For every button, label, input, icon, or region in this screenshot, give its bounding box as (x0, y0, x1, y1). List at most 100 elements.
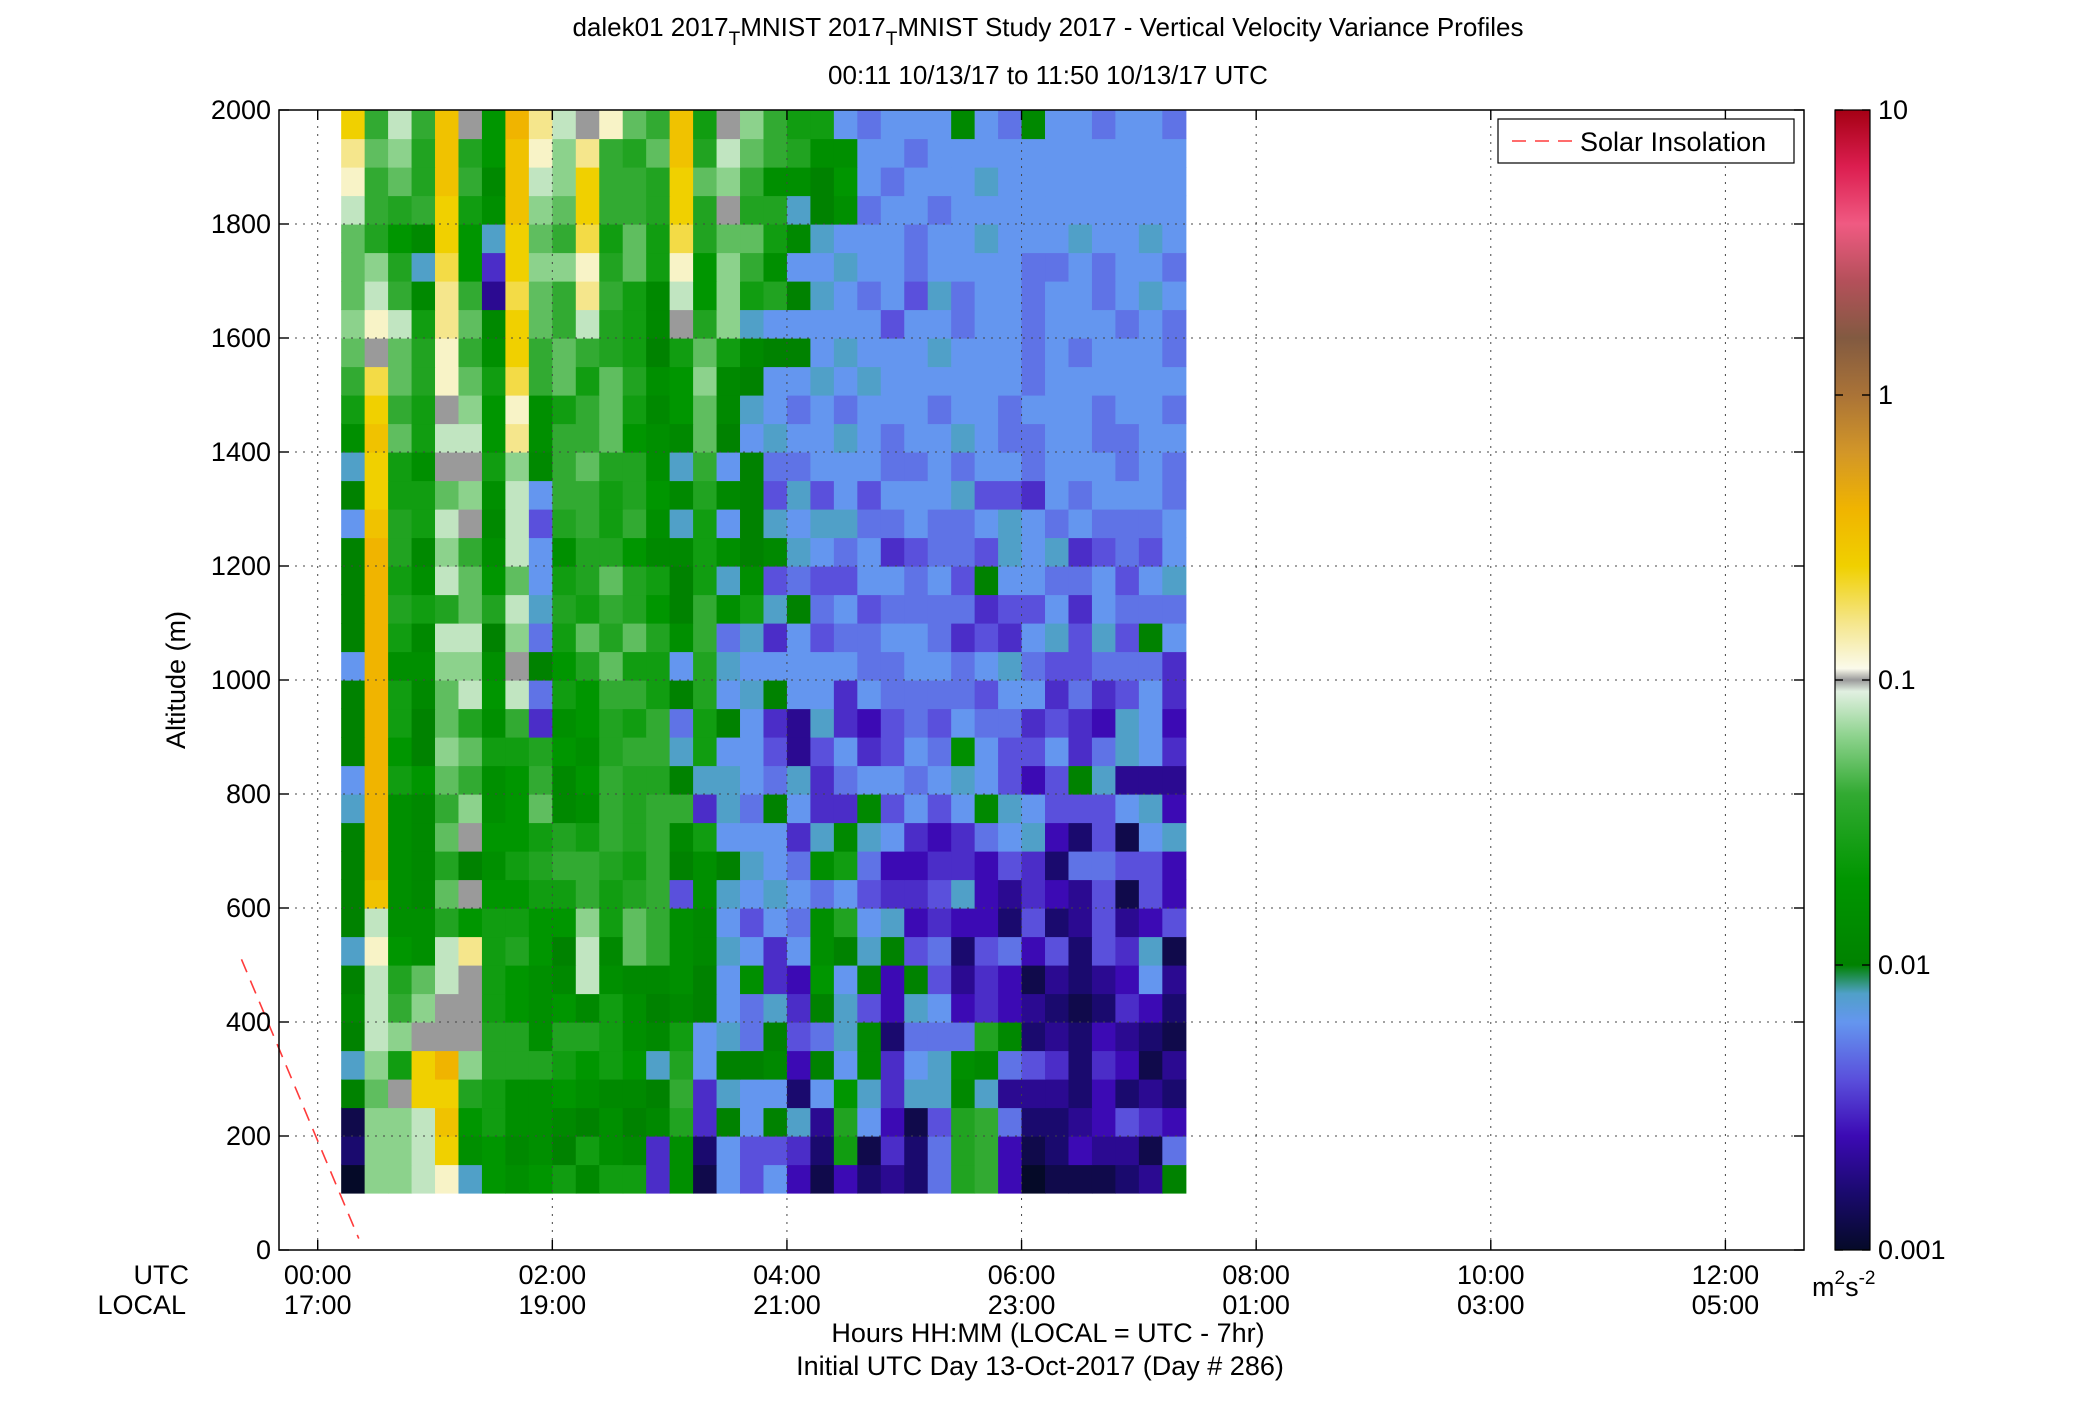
colorbar-tick-label: 0.01 (1878, 950, 1931, 980)
heatmap-cell (857, 708, 882, 738)
heatmap-cell (1068, 1050, 1093, 1080)
heatmap-cell (1162, 537, 1187, 567)
heatmap-cell (951, 281, 976, 311)
heatmap-cell (435, 309, 460, 339)
heatmap-cell (810, 537, 835, 567)
x-tick-label-local: 19:00 (519, 1290, 587, 1320)
heatmap-cell (1138, 1079, 1163, 1109)
heatmap-cell (880, 594, 905, 624)
heatmap-cell (1045, 1136, 1070, 1166)
heatmap-cell (810, 252, 835, 282)
heatmap-cell (575, 1022, 600, 1052)
heatmap-cell (1045, 566, 1070, 596)
heatmap-cell (904, 965, 929, 995)
heatmap-cell (669, 1050, 694, 1080)
heatmap-cell (388, 309, 413, 339)
heatmap-cell (693, 224, 718, 254)
heatmap-cell (669, 765, 694, 795)
heatmap-cell (998, 708, 1023, 738)
heatmap-cell (1091, 965, 1116, 995)
heatmap-cell (833, 167, 858, 197)
heatmap-cell (1021, 1164, 1046, 1194)
heatmap-cell (599, 936, 624, 966)
heatmap-cell (1021, 993, 1046, 1023)
heatmap-cell (622, 224, 647, 254)
heatmap-cell (1068, 366, 1093, 396)
heatmap-cell (1162, 480, 1187, 510)
heatmap-cell (1162, 680, 1187, 710)
heatmap-cell (951, 794, 976, 824)
heatmap-cell (528, 366, 553, 396)
heatmap-cell (904, 1022, 929, 1052)
heatmap-cell (505, 623, 530, 653)
heatmap-cell (364, 423, 389, 453)
heatmap-cell (998, 395, 1023, 425)
heatmap-cell (411, 623, 436, 653)
heatmap-cell (880, 395, 905, 425)
heatmap-cell (1091, 110, 1116, 140)
heatmap-cell (763, 395, 788, 425)
heatmap-cell (1138, 423, 1163, 453)
heatmap-cell (763, 1079, 788, 1109)
heatmap-cell (693, 737, 718, 767)
heatmap-cell (1138, 651, 1163, 681)
heatmap-cell (927, 480, 952, 510)
heatmap-cell (505, 765, 530, 795)
heatmap-cell (880, 452, 905, 482)
heatmap-cell (458, 110, 483, 140)
heatmap-cell (974, 1050, 999, 1080)
heatmap-cell (693, 566, 718, 596)
heatmap-cell (435, 1022, 460, 1052)
heatmap-cell (1115, 851, 1140, 881)
heatmap-cell (622, 366, 647, 396)
heatmap-cell (552, 452, 577, 482)
heatmap-cell (880, 1107, 905, 1137)
heatmap-cell (1021, 252, 1046, 282)
heatmap-cell (927, 309, 952, 339)
heatmap-cell (1021, 851, 1046, 881)
heatmap-cell (786, 737, 811, 767)
heatmap-cell (998, 993, 1023, 1023)
heatmap-cell (1115, 1050, 1140, 1080)
heatmap-cell (998, 480, 1023, 510)
heatmap-cell (505, 1136, 530, 1166)
heatmap-cell (833, 452, 858, 482)
heatmap-cell (528, 822, 553, 852)
heatmap-cell (763, 794, 788, 824)
y-tick-label: 200 (226, 1121, 271, 1151)
heatmap-cell (904, 366, 929, 396)
heatmap-cell (716, 623, 741, 653)
heatmap-cell (388, 224, 413, 254)
heatmap-cell (857, 1050, 882, 1080)
heatmap-cell (364, 1136, 389, 1166)
heatmap-cell (857, 252, 882, 282)
heatmap-cell (1068, 851, 1093, 881)
heatmap-cell (974, 737, 999, 767)
y-tick-label: 600 (226, 893, 271, 923)
heatmap-cell (693, 1022, 718, 1052)
heatmap-cell (505, 936, 530, 966)
heatmap-cell (1162, 623, 1187, 653)
heatmap-cell (505, 993, 530, 1023)
x-tick-label-utc: 00:00 (284, 1260, 352, 1290)
heatmap-cell (1162, 509, 1187, 539)
heatmap-cell (810, 1079, 835, 1109)
heatmap-cell (411, 651, 436, 681)
heatmap-cell (951, 509, 976, 539)
heatmap-cell (364, 737, 389, 767)
heatmap-cell (998, 338, 1023, 368)
heatmap-cell (1045, 993, 1070, 1023)
heatmap-cell (364, 794, 389, 824)
heatmap-cell (763, 936, 788, 966)
heatmap-cell (1091, 366, 1116, 396)
heatmap-cell (786, 794, 811, 824)
heatmap-cell (904, 452, 929, 482)
heatmap-cell (341, 1022, 366, 1052)
heatmap-cell (927, 651, 952, 681)
heatmap-cell (528, 936, 553, 966)
heatmap-cell (693, 509, 718, 539)
heatmap-cell (904, 936, 929, 966)
heatmap-cell (786, 480, 811, 510)
heatmap-cell (599, 167, 624, 197)
heatmap-cell (974, 1022, 999, 1052)
